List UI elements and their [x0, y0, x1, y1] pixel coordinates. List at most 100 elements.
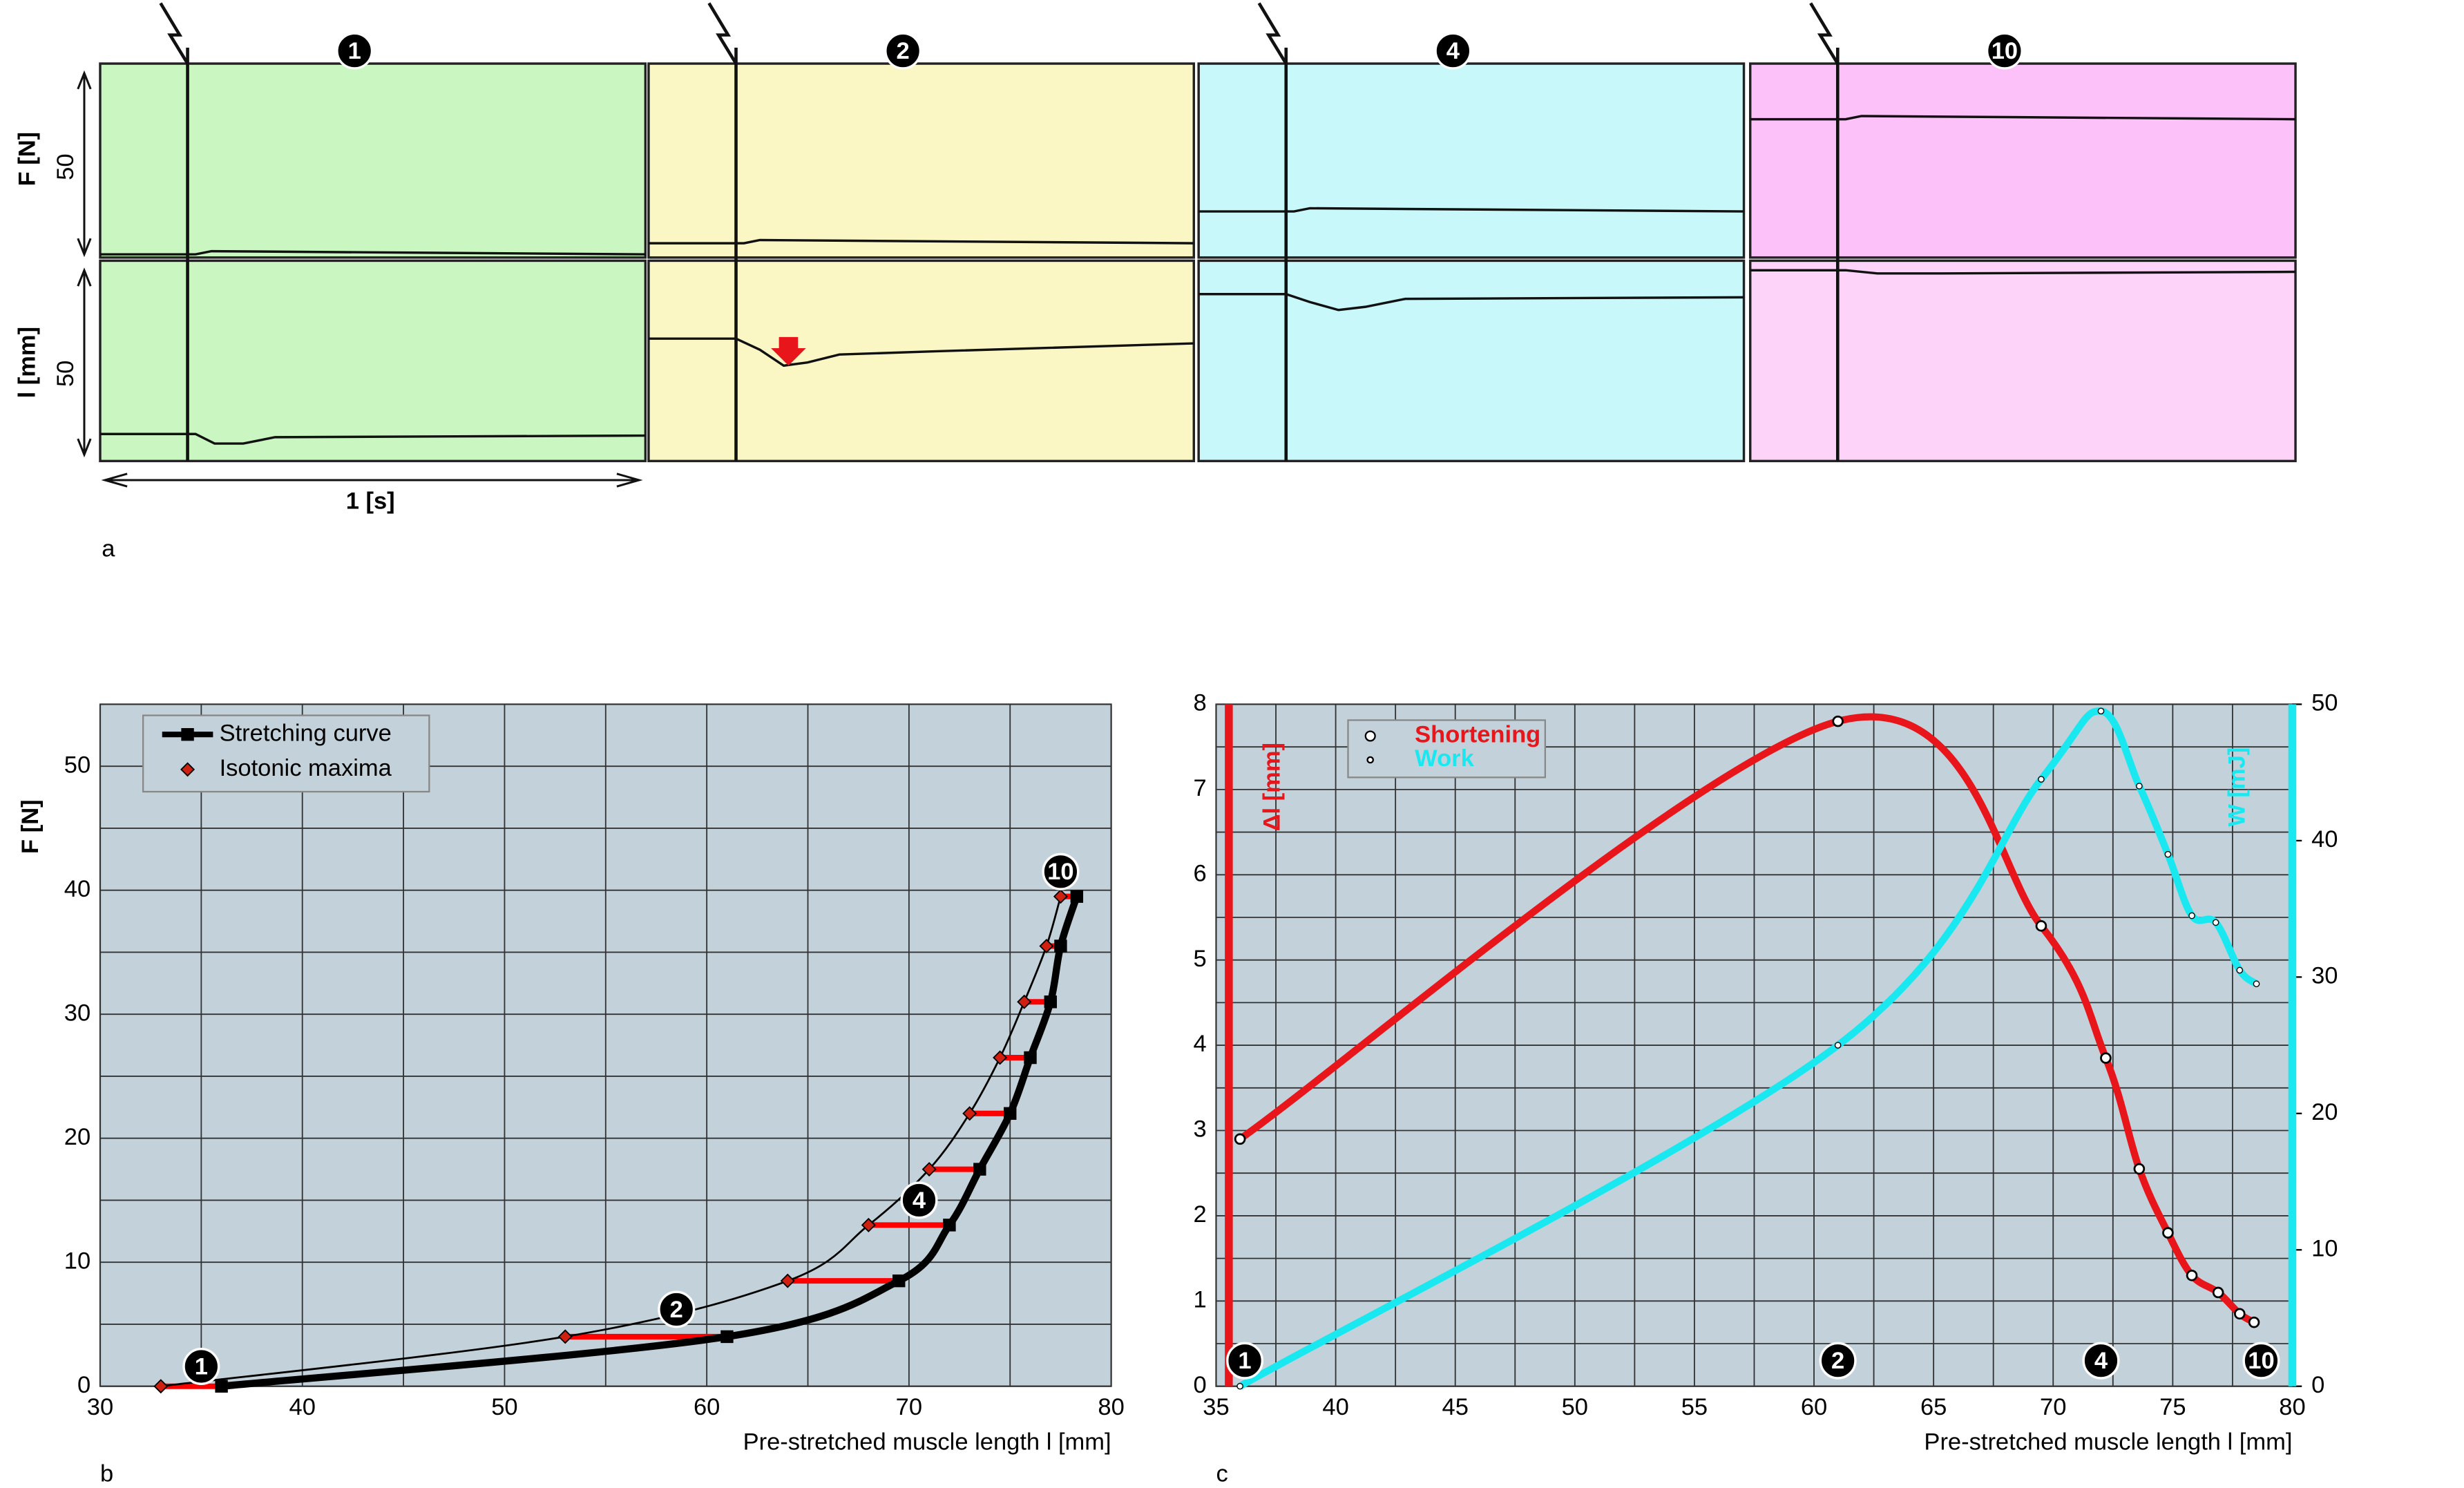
marker: [1004, 1107, 1017, 1120]
force-axis-tick: 50: [52, 153, 79, 180]
legend-swatch: [181, 727, 194, 741]
marker: [2236, 966, 2244, 974]
y2-tick-label: 30: [2311, 962, 2338, 989]
badge: [182, 1347, 220, 1386]
length-scale-arrow: [77, 267, 92, 458]
badge: [2082, 1342, 2120, 1380]
y2-tick-label: 20: [2311, 1099, 2338, 1125]
time-scale-label: 1 [s]: [346, 488, 395, 514]
marker: [1236, 1382, 1243, 1390]
x-tick-label: 55: [1681, 1394, 1708, 1420]
badge-label: 2: [1831, 1348, 1844, 1374]
marker: [557, 1329, 573, 1344]
marker: [2136, 783, 2143, 790]
series-line: [1238, 713, 2256, 1326]
y-tick-label: 40: [64, 876, 90, 902]
x-tick-label: 70: [2040, 1394, 2066, 1420]
marker: [2188, 912, 2195, 919]
badge-label: 10: [1047, 859, 1073, 885]
marker: [2248, 1316, 2260, 1328]
length-panel: [1197, 259, 1746, 463]
x-axis-label: Pre-stretched muscle length l [mm]: [743, 1429, 1111, 1456]
badge: [1819, 1342, 1857, 1380]
marker: [2097, 707, 2105, 715]
y2-tick-label: 0: [2311, 1372, 2324, 1398]
x-tick-label: 45: [1442, 1394, 1469, 1420]
legend-label: Work: [1415, 745, 1474, 772]
marker: [1234, 1133, 1246, 1145]
length-panel: [99, 259, 647, 463]
length-trace: [648, 337, 1194, 368]
panel-letter: c: [1216, 1461, 1228, 1487]
badge-label: 2: [897, 38, 910, 64]
lightning: [707, 2, 738, 65]
badge: [1225, 1342, 1264, 1380]
x-tick-label: 60: [1801, 1394, 1827, 1420]
y2-tick-label: 40: [2311, 826, 2338, 852]
marker: [1017, 994, 1032, 1009]
series-line: [1238, 707, 2259, 1390]
badge: [884, 32, 922, 70]
marker: [215, 1380, 228, 1393]
x-tick-label: 40: [1322, 1394, 1348, 1420]
x-axis-label: Pre-stretched muscle length l [mm]: [1924, 1429, 2292, 1456]
badge-label: 1: [1238, 1348, 1251, 1374]
badge-label: 10: [2248, 1348, 2274, 1374]
y-tick-label: 1: [1193, 1286, 1206, 1313]
marker: [1044, 995, 1057, 1009]
marker: [2212, 1286, 2224, 1299]
x-tick-label: 80: [2279, 1394, 2305, 1420]
force-trace: [99, 249, 646, 256]
x-tick-label: 50: [1562, 1394, 1588, 1420]
legend-swatch: [1364, 730, 1376, 742]
marker: [2100, 1052, 2112, 1064]
marker: [921, 1162, 937, 1177]
y-tick-label: 8: [1193, 690, 1206, 716]
badge: [900, 1181, 938, 1219]
marker: [1053, 889, 1068, 904]
lightning: [1257, 2, 1288, 65]
length-trace: [1750, 269, 2296, 275]
marker: [973, 1163, 986, 1176]
legend-swatch: [180, 762, 195, 777]
marker: [1024, 1051, 1037, 1065]
force-panel: [1197, 62, 1746, 259]
y-tick-label: 0: [1193, 1372, 1206, 1398]
x-tick-label: 65: [1920, 1394, 1947, 1420]
y2-tick-label: 10: [2311, 1235, 2338, 1261]
legend-label: Stretching curve: [220, 720, 392, 746]
y-tick-label: 6: [1193, 860, 1206, 886]
y-tick-label: 30: [64, 1000, 90, 1026]
panel-letter: a: [102, 535, 115, 562]
badge-label: 4: [1446, 38, 1460, 64]
legend-label: Shortening: [1415, 722, 1540, 748]
panel-letter: b: [100, 1461, 113, 1487]
force-scale-arrow: [77, 70, 92, 258]
badge-label: 1: [195, 1353, 208, 1380]
badge: [1985, 32, 2023, 70]
marker: [1834, 1042, 1842, 1049]
marker: [1039, 938, 1054, 953]
length-axis-label: l [mm]: [15, 327, 41, 398]
y-tick-label: 7: [1193, 775, 1206, 801]
y-axis-label: F [N]: [17, 799, 44, 854]
y-tick-label: 10: [64, 1248, 90, 1274]
y-tick-label: 3: [1193, 1116, 1206, 1143]
x-tick-label: 30: [87, 1394, 113, 1420]
length-panel: [1748, 259, 2297, 463]
length-panel: [647, 259, 1195, 463]
marker: [1832, 715, 1844, 727]
marker: [943, 1219, 956, 1232]
badge-label: 4: [2094, 1348, 2108, 1374]
y-tick-label: 5: [1193, 946, 1206, 972]
badge-label: 2: [670, 1297, 683, 1323]
legend: [1347, 719, 1547, 779]
marker: [2212, 919, 2219, 926]
marker: [720, 1330, 734, 1344]
red-arrow: [771, 336, 806, 366]
x-tick-label: 40: [289, 1394, 316, 1420]
marker: [962, 1106, 977, 1121]
x-tick-label: 70: [896, 1394, 922, 1420]
